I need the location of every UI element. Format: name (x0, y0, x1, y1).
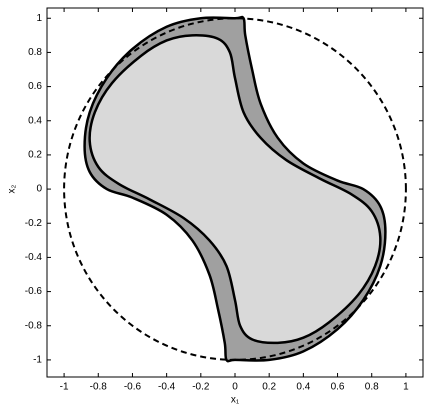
x-tick-label: 1 (403, 382, 409, 393)
x-axis-label: x₁ (231, 395, 240, 406)
y-tick-label: 0.6 (28, 81, 42, 92)
y-tick-label: 0 (36, 184, 42, 195)
y-tick-label: -0.4 (25, 252, 43, 263)
x-tick-label: 0.8 (365, 382, 379, 393)
curve (88, 34, 382, 345)
y-tick-label: 0.2 (28, 150, 42, 161)
y-axis-label: x₂ (7, 184, 18, 193)
x-tick-label: -1 (60, 382, 69, 393)
x-tick-label: -0.2 (192, 382, 210, 393)
y-tick-label: -0.6 (25, 286, 43, 297)
x-tick-label: 0.4 (296, 382, 310, 393)
y-tick-label: -1 (33, 355, 42, 366)
x-tick-label: -0.4 (158, 382, 176, 393)
x-tick-label: 0 (232, 382, 238, 393)
y-tick-label: 0.4 (28, 115, 42, 126)
x-tick-label: -0.8 (90, 382, 108, 393)
curve (63, 17, 407, 361)
y-tick-label: -0.2 (25, 218, 43, 229)
x-tick-label: -0.6 (124, 382, 142, 393)
y-tick-label: 0.8 (28, 47, 42, 58)
x-tick-label: 0.2 (262, 382, 276, 393)
y-tick-label: 1 (36, 13, 42, 24)
x-tick-label: 0.6 (331, 382, 345, 393)
y-tick-label: -0.8 (25, 320, 43, 331)
